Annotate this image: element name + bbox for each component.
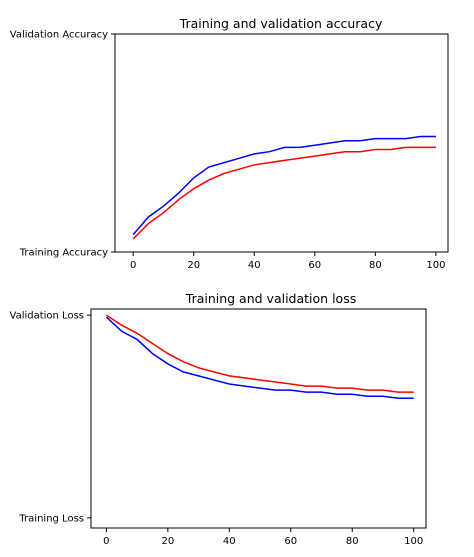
accuracy-chart: Training and validation accuracy 0 20 40 60… [10,16,449,271]
loss-y-ticks: Training Loss Validation Loss [10,311,91,524]
accuracy-plot-frame [114,33,449,253]
loss-series-1-line [105,314,414,393]
loss-y-tick-label: Training Loss [18,513,84,524]
accuracy-x-tick-label: 60 [308,260,321,271]
accuracy-chart-title: Training and validation accuracy [179,16,383,31]
loss-x-tick-label: 40 [223,536,236,547]
loss-x-tick-label: 60 [284,536,297,547]
loss-x-ticks: 0 20 40 60 80 100 [103,528,423,547]
loss-marks [105,314,414,399]
loss-x-tick-label: 0 [103,536,109,547]
loss-x-tick-label: 80 [346,536,359,547]
accuracy-x-tick-label: 0 [130,260,136,271]
loss-series-0-line [105,316,414,399]
loss-chart-title: Training and validation loss [185,291,356,306]
loss-x-tick-label: 100 [404,536,423,547]
loss-y-tick-label: Validation Loss [10,311,85,322]
loss-chart: Training and validation loss 0 20 40 60 80 10… [10,291,427,547]
accuracy-x-tick-label: 80 [369,260,382,271]
loss-x-tick-label: 20 [161,536,174,547]
accuracy-y-tick-label: Training Accuracy [19,248,108,259]
accuracy-marks [132,135,436,240]
accuracy-y-ticks: Training Accuracy Validation Accuracy [10,30,115,259]
accuracy-y-tick-label: Validation Accuracy [10,30,108,41]
accuracy-series-0-line [132,135,436,236]
accuracy-x-tick-label: 20 [187,260,200,271]
loss-plot-frame [90,308,427,529]
accuracy-x-ticks: 0 20 40 60 80 100 [130,252,445,271]
accuracy-x-tick-label: 40 [248,260,261,271]
accuracy-series-1-line [132,146,436,240]
accuracy-x-tick-label: 100 [426,260,445,271]
